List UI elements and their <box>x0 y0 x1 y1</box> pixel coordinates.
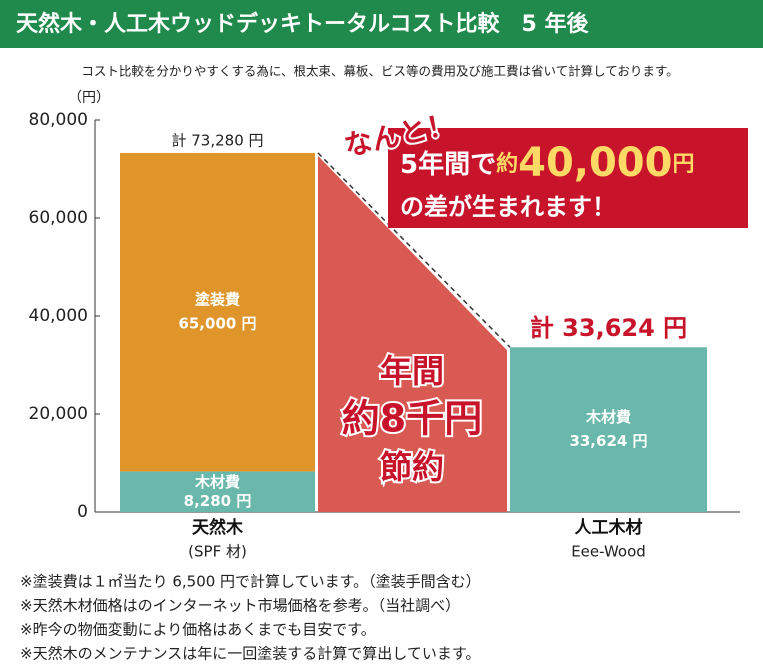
saving-label: 節約 <box>380 448 444 486</box>
y-tick-label: 60,000 <box>29 208 88 228</box>
callout-part: 約 <box>496 151 518 177</box>
y-tick-label: 0 <box>77 502 88 522</box>
connector <box>317 152 511 348</box>
bar-segment <box>120 471 315 512</box>
y-tick-label: 80,000 <box>29 110 88 130</box>
data-label: 33,624 円 <box>569 432 647 450</box>
subtitle: コスト比較を分かりやすくする為に、根太束、幕板、ビス等の費用及び施工費は省いて計… <box>81 64 678 79</box>
callout-line: 5年間で約40,000円 <box>400 140 694 186</box>
category-note: (SPF 材) <box>188 543 247 561</box>
saving-label: 約8千円 <box>342 397 482 441</box>
callout-part: 5年間で <box>400 149 496 180</box>
y-axis-label: （円） <box>68 90 110 106</box>
footnote: ※天然木のメンテナンスは年に一回塗装する計算で算出しています。 <box>20 645 480 663</box>
saving-area <box>318 155 507 513</box>
callout-line: の差が生まれます！ <box>400 193 616 221</box>
saving-label: 年間 <box>380 352 444 390</box>
segment-name: 木材費 <box>194 473 240 491</box>
x-tick-label: 人工木材 <box>575 517 643 538</box>
chart-title: 天然木・人工木ウッドデッキトータルコスト比較 5 年後 <box>16 11 590 37</box>
y-tick-label: 40,000 <box>29 306 88 326</box>
segment-name: 塗装費 <box>195 291 240 309</box>
callout-part: 円 <box>672 152 694 177</box>
data-label: 65,000 円 <box>178 315 256 333</box>
footnote: ※塗装費は１㎡当たり 6,500 円で計算しています。（塗装手間含む） <box>20 573 481 591</box>
title-bar <box>0 0 763 48</box>
y-tick-label: 20,000 <box>29 404 88 424</box>
segment-name: 木材費 <box>585 408 631 426</box>
category-note: Eee-Wood <box>571 543 646 561</box>
footnote: ※天然木材価格はのインターネット市場価格を参考。（当社調べ） <box>20 597 460 615</box>
total-label: 計 73,280 円 <box>171 131 263 149</box>
footnote: ※昨今の物価変動により価格はあくまでも目安です。 <box>20 621 376 639</box>
data-label: 8,280 円 <box>184 492 252 510</box>
total-label: 計 33,624 円 <box>530 314 687 342</box>
bar-segment <box>510 347 707 512</box>
callout-part: 40,000 <box>518 140 672 186</box>
x-tick-label: 天然木 <box>192 517 244 538</box>
bar-segment <box>120 152 315 472</box>
callout-box <box>388 128 748 228</box>
